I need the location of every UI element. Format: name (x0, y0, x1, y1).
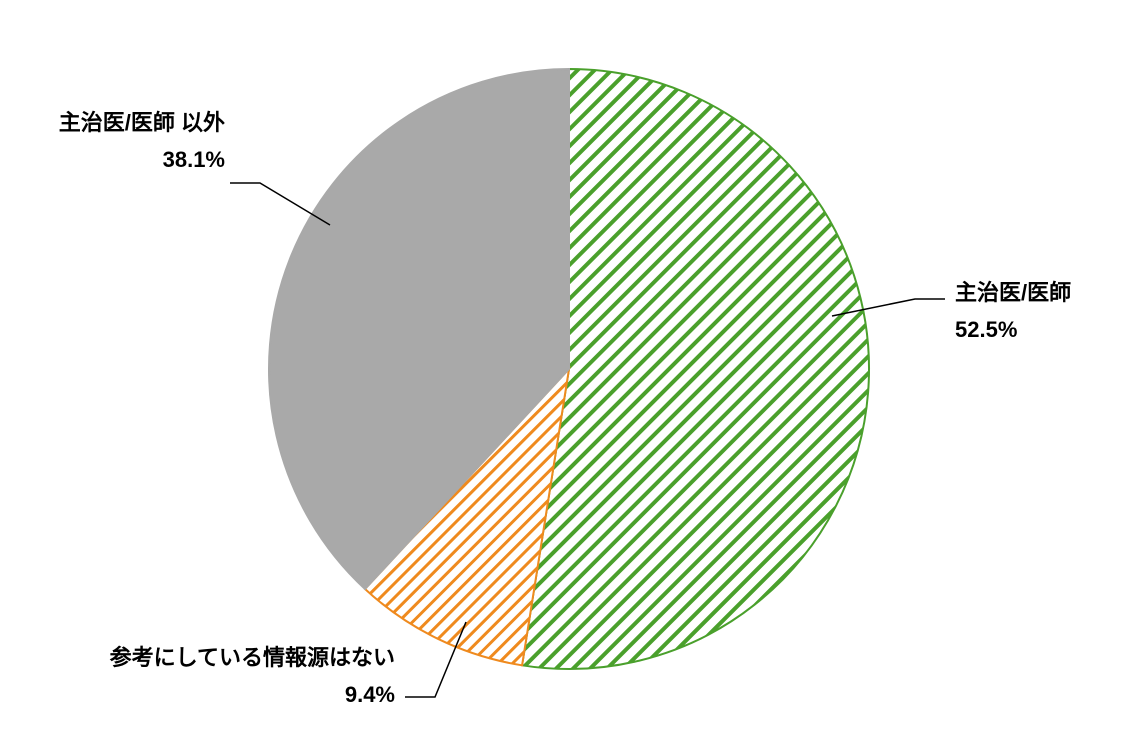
slice-percent-text: 9.4% (110, 682, 395, 708)
slice-label-text: 主治医/医師 以外 (59, 105, 225, 137)
pie-chart-container: 主治医/医師 52.5% 参考にしている情報源はない 9.4% 主治医/医師 以外 38.… (0, 0, 1138, 738)
pie-slice (522, 69, 869, 669)
slice-label: 参考にしている情報源はない 9.4% (110, 640, 395, 708)
slice-label: 主治医/医師 52.5% (955, 275, 1071, 343)
slice-label-text: 参考にしている情報源はない (110, 640, 395, 672)
slice-label-text: 主治医/医師 (955, 275, 1071, 307)
slice-label: 主治医/医師 以外 38.1% (59, 105, 225, 173)
slice-percent-text: 38.1% (59, 147, 225, 173)
slice-percent-text: 52.5% (955, 317, 1071, 343)
